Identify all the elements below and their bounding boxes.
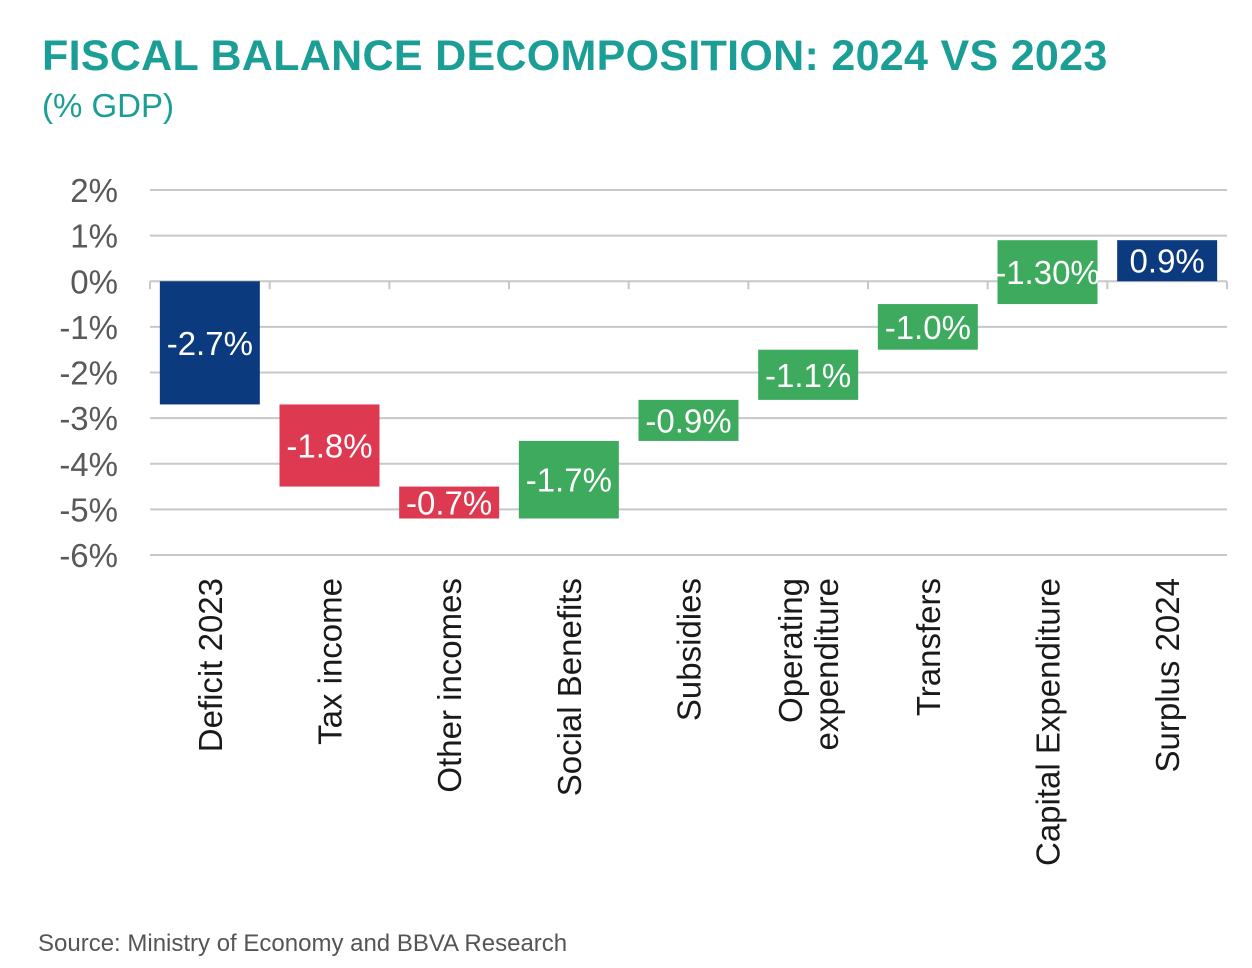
x-category-label-line: Surplus 2024 (1149, 578, 1186, 772)
x-category-label-line: Tax income (312, 578, 349, 745)
x-category-label-line: Social Benefits (551, 578, 588, 796)
data-label: -1.30% (995, 254, 1100, 291)
x-category-label-line: Subsidies (671, 578, 708, 721)
data-label: -1.8% (286, 428, 372, 465)
y-tick-label: 1% (70, 218, 118, 255)
y-tick-label: -4% (59, 446, 118, 483)
x-category-label: Capital Expenditure (1030, 578, 1067, 866)
chart-title: FISCAL BALANCE DECOMPOSITION: 2024 VS 20… (42, 32, 1108, 80)
data-label: 0.9% (1130, 243, 1205, 280)
y-tick-label: 2% (70, 172, 118, 209)
x-category-label-line: Capital Expenditure (1030, 578, 1067, 866)
data-label: -0.9% (645, 402, 731, 439)
x-category-label-line: Transfers (910, 578, 947, 716)
x-category-label-line: expenditure (808, 578, 845, 750)
data-label: -1.0% (885, 309, 971, 346)
bar (399, 486, 500, 519)
y-tick-label: -3% (59, 400, 118, 437)
data-label: -1.7% (526, 462, 612, 499)
x-category-label-line: Operating (772, 578, 809, 723)
bar (518, 440, 619, 519)
x-category-label-line: Deficit 2023 (192, 578, 229, 752)
x-category-label-line: Other incomes (431, 578, 468, 793)
x-category-label: Other incomes (431, 578, 468, 793)
x-category-label: Deficit 2023 (192, 578, 229, 752)
source-note: Source: Ministry of Economy and BBVA Res… (38, 930, 568, 957)
data-label: -0.7% (406, 485, 492, 522)
y-tick-label: -1% (59, 309, 118, 346)
x-category-label: Transfers (910, 578, 947, 716)
x-category-label: Social Benefits (551, 578, 588, 796)
y-tick-label: -5% (59, 491, 118, 528)
x-category-label: Operating expenditure (772, 578, 845, 750)
x-category-label: Surplus 2024 (1149, 578, 1186, 772)
bar (997, 240, 1098, 305)
bar (877, 304, 978, 350)
bar (758, 349, 859, 400)
bar (279, 404, 380, 487)
x-category-label: Tax income (312, 578, 349, 745)
x-category-label: Subsidies (671, 578, 708, 721)
chart-subtitle: (% GDP) (42, 87, 174, 124)
y-tick-label: 0% (70, 263, 118, 300)
bar (638, 399, 739, 441)
bar (1117, 240, 1218, 282)
y-tick-label: -6% (59, 537, 118, 574)
y-tick-label: -2% (59, 355, 118, 392)
data-label: -2.7% (167, 325, 253, 362)
data-label: -1.1% (765, 357, 851, 394)
bar (159, 281, 260, 405)
